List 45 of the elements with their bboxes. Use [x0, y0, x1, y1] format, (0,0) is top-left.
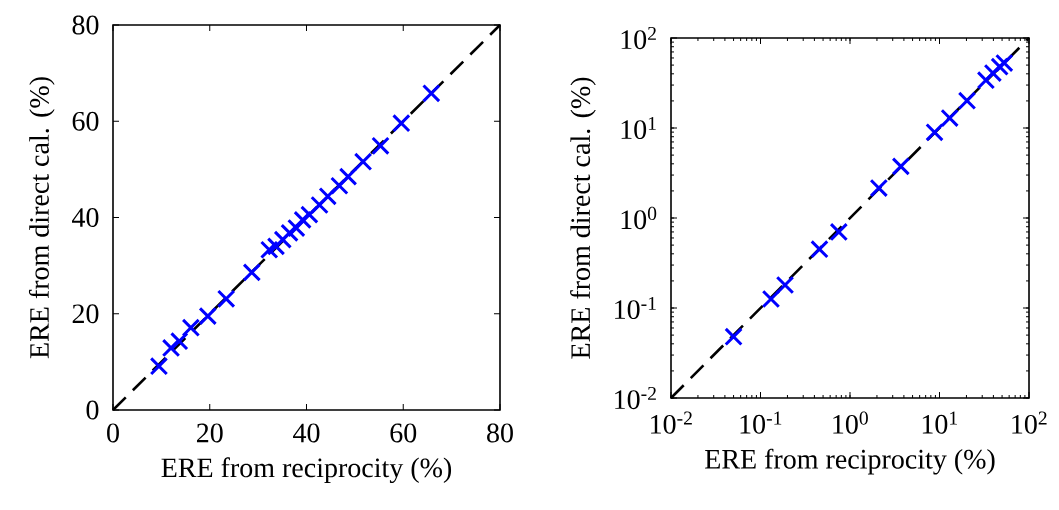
point	[198, 306, 218, 326]
point	[287, 218, 306, 238]
y-tick-label: 10$^{0}$	[621, 206, 657, 230]
x-tick-label: 80	[487, 423, 513, 443]
y-axis-title: ERE from direct cal. (%)	[28, 77, 55, 359]
y-tick-label: 40	[72, 208, 99, 227]
point	[310, 195, 329, 215]
x-tick-label: 10$^{1}$	[922, 411, 957, 434]
point	[300, 205, 319, 224]
x-tick-label: 10$^{-1}$	[740, 411, 782, 434]
x-tick-label: 10$^{2}$	[1012, 411, 1047, 434]
point	[170, 331, 189, 351]
x-tick-label: 10$^{-2}$	[651, 411, 692, 434]
y-tick-label: 10$^{-2}$	[615, 386, 656, 410]
point	[266, 237, 286, 256]
point	[338, 167, 358, 186]
y-tick-label: 10$^{-1}$	[615, 296, 656, 320]
point	[293, 210, 312, 230]
y-tick-label: 20	[72, 304, 99, 324]
point	[330, 176, 349, 196]
point	[242, 263, 262, 282]
y-axis-title: ERE from direct cal. (%)	[570, 77, 596, 359]
point	[371, 136, 390, 156]
y-tick-label: 10$^{2}$	[621, 26, 656, 50]
x-tick-label: 40	[293, 423, 320, 443]
x-axis-title: ERE from reciprocity (%)	[161, 457, 452, 484]
point	[216, 289, 236, 309]
x-axis-title: ERE from reciprocity (%)	[705, 448, 995, 475]
point	[392, 113, 411, 133]
point	[259, 240, 279, 260]
x-tick-label: 60	[390, 423, 417, 443]
x-tick-label: 20	[196, 423, 223, 443]
point	[353, 152, 373, 171]
point	[273, 230, 293, 249]
y-tick-label: 80	[72, 15, 99, 35]
point	[422, 84, 441, 103]
point	[181, 318, 201, 337]
point	[318, 187, 338, 206]
y-tick-label: 60	[72, 111, 99, 131]
point	[149, 356, 169, 376]
point	[280, 223, 299, 243]
y-tick-label: 10$^{1}$	[621, 116, 656, 140]
point	[161, 338, 181, 358]
x-tick-label: 0	[107, 423, 119, 443]
x-tick-label: 10$^{0}$	[833, 411, 868, 434]
